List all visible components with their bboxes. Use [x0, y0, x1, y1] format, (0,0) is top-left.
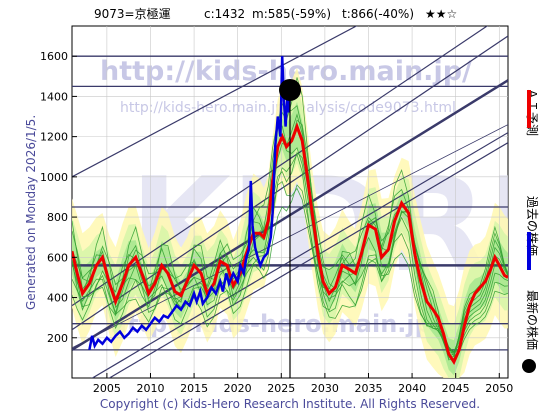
y-tick-label: 600	[47, 251, 68, 264]
header-max: t:866(-40%)	[342, 7, 414, 21]
x-tick-label: 2050	[485, 382, 513, 395]
x-axis-ticks: 2005 2010 2015 2020 2025 2030 2035 2040 2045 2050	[93, 373, 513, 395]
legend-latest-label: 最新の株価	[525, 290, 540, 350]
past-price-line	[88, 56, 292, 351]
generated-date: Generated on Monday 2026/1/5.	[24, 115, 38, 310]
copyright-footer: Copyright (c) Kids-Hero Research Institu…	[100, 397, 480, 411]
x-tick-label: 2025	[267, 382, 295, 395]
y-tick-label: 1000	[40, 171, 68, 184]
legend-latest-dot	[522, 359, 536, 373]
x-tick-label: 2030	[311, 382, 339, 395]
trend-line	[72, 26, 358, 178]
ai-forecast-line	[72, 122, 508, 366]
y-tick-label: 1400	[40, 90, 68, 103]
y-axis-ticks: 200 400 600 800 1000 1200 1400 1600	[40, 50, 77, 345]
y-tick-label: 400	[47, 292, 68, 305]
y-tick-label: 1600	[40, 50, 68, 63]
legend: ＡＩ予測 過去の株価 最新の株価	[522, 88, 540, 373]
header-current: c:1432	[204, 7, 245, 21]
header-stars: ★★☆	[425, 7, 457, 21]
x-tick-label: 2020	[224, 382, 252, 395]
header-code: 9073=京極運	[94, 6, 171, 21]
header-min: m:585(-59%)	[252, 7, 331, 21]
y-tick-label: 200	[47, 332, 68, 345]
y-tick-label: 800	[47, 211, 68, 224]
x-tick-label: 2005	[93, 382, 121, 395]
x-tick-label: 2015	[180, 382, 208, 395]
x-tick-label: 2035	[354, 382, 382, 395]
latest-price-dot	[279, 78, 301, 101]
x-tick-label: 2045	[442, 382, 470, 395]
y-tick-label: 1200	[40, 131, 68, 144]
x-tick-label: 2010	[136, 382, 164, 395]
x-tick-label: 2040	[398, 382, 426, 395]
